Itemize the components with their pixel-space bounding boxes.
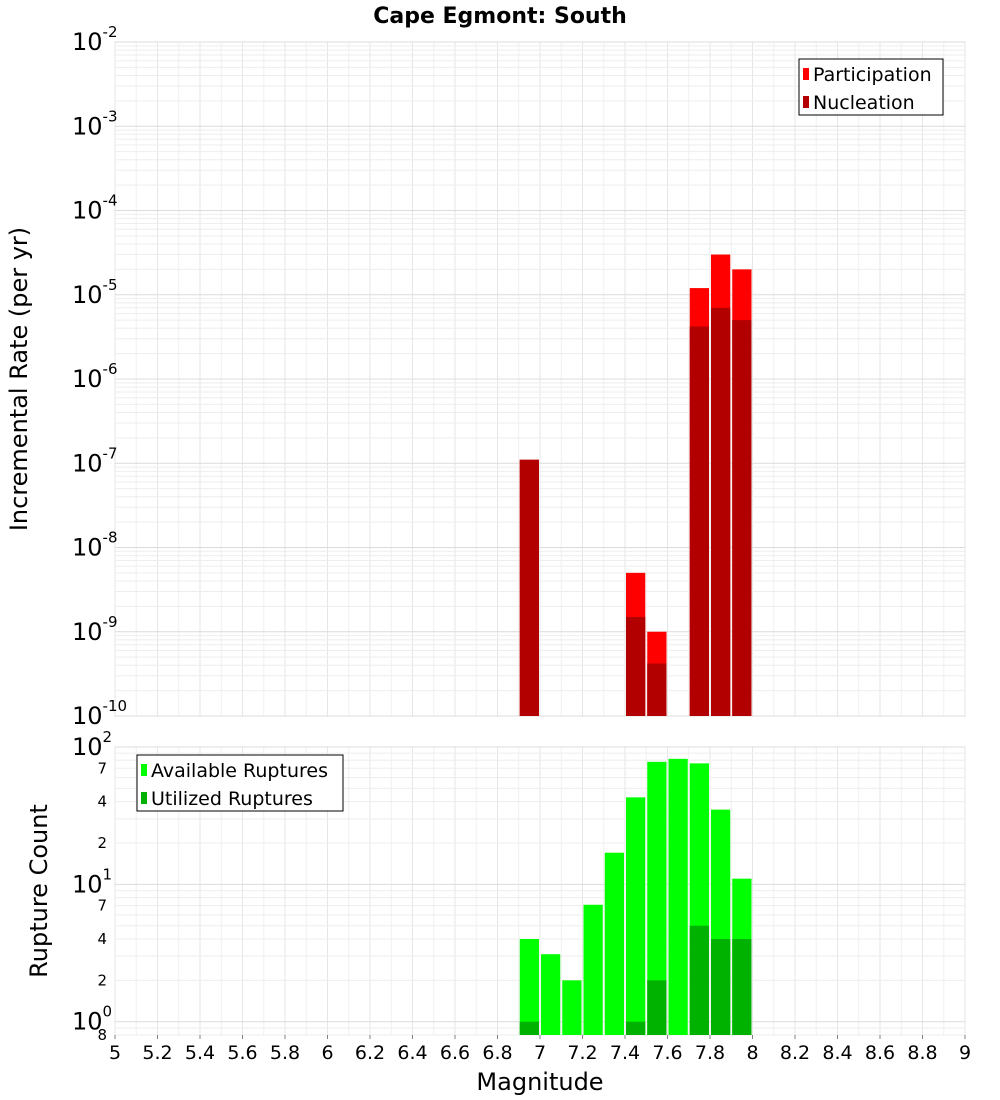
count-y-tick-label: 101: [72, 865, 112, 898]
x-tick-label: 8.2: [780, 1042, 810, 1064]
rate-legend-swatch: [803, 96, 809, 108]
count-y-tick-label: 2: [97, 834, 107, 852]
x-tick-label: 5.4: [185, 1042, 215, 1064]
rate-legend-box: [798, 58, 944, 116]
count-y-tick-label: 4: [97, 930, 107, 948]
x-axis-label: Magnitude: [476, 1068, 603, 1096]
rate-y-ticks: 10-10 10-9 10-8 10-7 10-6 10-5 10-4 10-3 10-2: [72, 23, 127, 730]
rate-y-tick-label: 10-4: [72, 192, 118, 225]
count-bar-utilized-ruptures: [711, 939, 731, 1035]
x-tick-label: 7.2: [567, 1042, 597, 1064]
x-tick-label: 7.8: [695, 1042, 725, 1064]
rate-y-tick-label: 10-10: [72, 697, 127, 730]
rate-y-tick-label: 10-2: [72, 23, 118, 56]
count-bar-available-ruptures: [541, 954, 561, 1035]
chart-title: Cape Egmont: South: [373, 4, 627, 29]
x-tick-label: 8.6: [865, 1042, 895, 1064]
x-tick-label: 7.6: [652, 1042, 682, 1064]
count-bar-available-ruptures: [562, 980, 582, 1035]
x-tick-label: 5: [109, 1042, 121, 1064]
rate-y-axis-label: Incremental Rate (per yr): [5, 227, 33, 531]
count-bar-utilized-ruptures: [732, 939, 752, 1035]
rate-bars: [519, 254, 752, 716]
rate-bar-nucleation: [711, 307, 731, 716]
rate-y-tick-label: 10-3: [72, 107, 118, 140]
x-tick-label: 6: [321, 1042, 333, 1064]
count-legend-swatch: [141, 764, 147, 776]
count-bar-available-ruptures: [626, 797, 646, 1035]
x-tick-label: 6.6: [440, 1042, 470, 1064]
count-bar-available-ruptures: [519, 939, 539, 1035]
x-tick-label: 6.4: [397, 1042, 427, 1064]
rate-y-tick-label: 10-6: [72, 360, 118, 393]
count-y-tick-label: 4: [97, 793, 107, 811]
x-tick-label: 6.8: [482, 1042, 512, 1064]
count-legend-box: [136, 754, 344, 812]
count-y-tick-label: 102: [72, 728, 112, 761]
rate-legend-label: Participation: [813, 64, 932, 86]
count-y-tick-label: 2: [97, 971, 107, 989]
x-tick-label: 8.8: [907, 1042, 937, 1064]
count-y-tick-label: 100: [72, 1003, 112, 1036]
count-y-tick-label: 7: [97, 759, 107, 777]
rate-bar-nucleation: [732, 320, 752, 716]
x-tick-label: 7.4: [610, 1042, 640, 1064]
rate-legend-label: Nucleation: [813, 92, 915, 114]
count-bar-available-ruptures: [604, 852, 624, 1035]
count-legend-label: Available Ruptures: [151, 760, 328, 782]
rate-legend-swatch: [803, 68, 809, 80]
rate-grid: [114, 41, 966, 717]
x-tick-label: 8.4: [822, 1042, 852, 1064]
count-bar-utilized-ruptures: [647, 980, 667, 1035]
x-tick-label: 8: [746, 1042, 758, 1064]
rate-bar-nucleation: [647, 663, 667, 716]
rate-y-tick-label: 10-9: [72, 613, 118, 646]
magnitude-x-ticks: 5 5.2 5.4 5.6 5.8 6 6.2 6.4 6.6 6.8 7 7.2 7.4 7.6 7.8 8…: [109, 1035, 971, 1064]
count-y-axis-label: Rupture Count: [25, 804, 53, 978]
x-tick-label: 5.6: [227, 1042, 257, 1064]
count-bar-utilized-ruptures: [689, 925, 709, 1035]
rate-y-tick-label: 10-8: [72, 529, 118, 562]
rate-bar-nucleation: [626, 616, 646, 716]
x-tick-label: 5.8: [270, 1042, 300, 1064]
rate-y-tick-label: 10-5: [72, 276, 118, 309]
count-y-tick-label: 8: [97, 1026, 107, 1044]
count-bar-available-ruptures: [583, 904, 603, 1035]
count-bar-available-ruptures: [668, 758, 688, 1035]
rate-y-tick-label: 10-7: [72, 444, 118, 477]
rate-bar-nucleation: [519, 459, 539, 716]
count-bars: [519, 758, 752, 1035]
count-bar-utilized-ruptures: [626, 1021, 646, 1035]
count-bar-utilized-ruptures: [519, 1021, 539, 1035]
count-legend: Available Ruptures Utilized Ruptures: [136, 754, 344, 812]
count-legend-swatch: [141, 792, 147, 804]
x-tick-label: 7: [534, 1042, 546, 1064]
count-bar-available-ruptures: [647, 761, 667, 1035]
rate-bar-nucleation: [689, 326, 709, 716]
count-legend-label: Utilized Ruptures: [151, 788, 313, 810]
rate-legend: Participation Nucleation: [798, 58, 944, 116]
count-y-tick-label: 7: [97, 897, 107, 915]
x-tick-label: 6.2: [355, 1042, 385, 1064]
x-tick-label: 5.2: [142, 1042, 172, 1064]
rate-panel: 10-10 10-9 10-8 10-7 10-6 10-5 10-4 10-3 10-2 In…: [5, 23, 966, 730]
x-tick-label: 9: [959, 1042, 971, 1064]
